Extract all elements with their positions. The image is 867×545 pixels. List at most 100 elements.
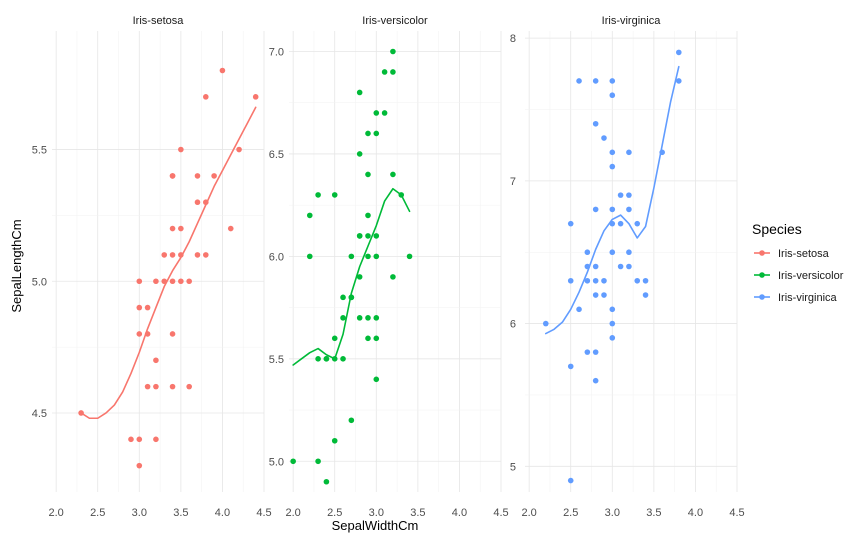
- data-point: [592, 263, 599, 270]
- data-point: [331, 437, 338, 444]
- data-point: [373, 335, 380, 342]
- facet-title: Iris-setosa: [133, 15, 185, 27]
- data-point: [290, 458, 296, 465]
- smooth-line: [80, 106, 257, 420]
- data-point: [203, 199, 209, 206]
- data-point: [406, 253, 413, 260]
- data-point: [178, 146, 184, 153]
- data-point: [136, 278, 143, 285]
- data-point: [169, 331, 176, 337]
- data-point: [315, 458, 321, 465]
- data-point: [169, 383, 176, 390]
- legend-item: Iris-setosa: [754, 248, 830, 260]
- data-point: [592, 78, 599, 84]
- data-point: [365, 212, 371, 219]
- data-point: [356, 274, 363, 280]
- legend-item: Iris-versicolor: [754, 270, 844, 282]
- data-point: [584, 249, 591, 256]
- x-tick-label: 2.5: [327, 507, 342, 519]
- data-point: [373, 315, 380, 321]
- y-tick-label: 5.5: [269, 354, 284, 366]
- legend-items: Iris-setosa Iris-versicolor Iris-virginica: [754, 248, 844, 304]
- data-point: [609, 78, 616, 84]
- data-point: [390, 69, 396, 75]
- data-point: [592, 377, 599, 384]
- data-point: [365, 130, 371, 137]
- legend-label: Iris-setosa: [778, 248, 830, 260]
- data-point: [609, 92, 616, 99]
- data-point: [178, 278, 184, 285]
- data-point: [331, 356, 338, 362]
- data-point: [592, 277, 599, 284]
- x-tick-label: 2.5: [563, 507, 578, 519]
- facet-panel-iris-versicolor: 5.0 5.5 6.0 6.5 7.0 2.0 2.5 3.0 3.5 4.0 4.5 Iris-ve…: [269, 15, 509, 519]
- data-point: [144, 331, 151, 337]
- data-point: [567, 277, 574, 284]
- data-point: [365, 335, 371, 342]
- x-tick-label: 4.0: [215, 507, 230, 519]
- data-point: [542, 320, 549, 327]
- data-point: [194, 173, 201, 179]
- y-tick-label: 7: [510, 176, 516, 188]
- data-point: [609, 220, 616, 227]
- data-point: [348, 417, 355, 424]
- data-point: [617, 192, 624, 198]
- data-point: [348, 253, 355, 260]
- data-point: [186, 278, 192, 285]
- data-point: [315, 192, 321, 198]
- x-tick-label: 3.5: [173, 507, 188, 519]
- smooth-line: [292, 187, 411, 366]
- data-point: [609, 206, 616, 213]
- legend-marker: [759, 250, 765, 256]
- data-point: [227, 225, 234, 232]
- data-point: [390, 171, 396, 178]
- legend-marker: [759, 272, 765, 278]
- data-point: [634, 277, 641, 284]
- data-point: [592, 120, 599, 127]
- data-point: [365, 315, 371, 321]
- data-point: [236, 146, 242, 153]
- data-point: [340, 294, 346, 301]
- data-point: [676, 78, 682, 84]
- data-point: [381, 110, 388, 116]
- y-tick-label: 5.5: [32, 145, 47, 157]
- y-tick-label: 6.0: [269, 251, 284, 263]
- data-point: [609, 335, 616, 341]
- y-tick-label: 8: [510, 33, 516, 45]
- data-point: [584, 349, 591, 355]
- y-tick-label: 4.5: [32, 408, 47, 420]
- data-point: [136, 436, 143, 443]
- data-point: [186, 383, 192, 390]
- data-point: [203, 252, 209, 258]
- data-point: [306, 253, 313, 260]
- y-tick-label: 6.5: [269, 149, 284, 161]
- data-point: [373, 376, 380, 383]
- data-point: [642, 292, 649, 298]
- data-point: [626, 249, 632, 256]
- data-point: [78, 410, 84, 416]
- data-point: [128, 436, 134, 443]
- data-point: [601, 277, 607, 284]
- data-point: [252, 94, 259, 100]
- data-point: [390, 274, 396, 280]
- data-point: [626, 149, 632, 156]
- legend-label: Iris-virginica: [778, 292, 838, 304]
- data-point: [592, 292, 599, 298]
- facets-layer: 4.5 5.0 5.5 2.0 2.5 3.0 3.5 4.0 4.5 Iris-setosa 5.…: [32, 15, 745, 519]
- x-tick-label: 4.0: [688, 507, 703, 519]
- data-point: [153, 357, 159, 364]
- x-tick-label: 2.0: [286, 507, 301, 519]
- data-point: [642, 277, 649, 284]
- data-point: [323, 356, 330, 362]
- data-point: [609, 320, 616, 327]
- x-axis-title: SepalWidthCm: [332, 518, 419, 533]
- data-point: [356, 151, 363, 157]
- data-point: [659, 149, 665, 156]
- facet-title: Iris-virginica: [602, 15, 662, 27]
- data-point: [617, 263, 624, 270]
- x-tick-label: 2.0: [522, 507, 537, 519]
- data-point: [626, 192, 632, 198]
- y-tick-label: 5.0: [32, 276, 47, 288]
- data-point: [153, 383, 159, 390]
